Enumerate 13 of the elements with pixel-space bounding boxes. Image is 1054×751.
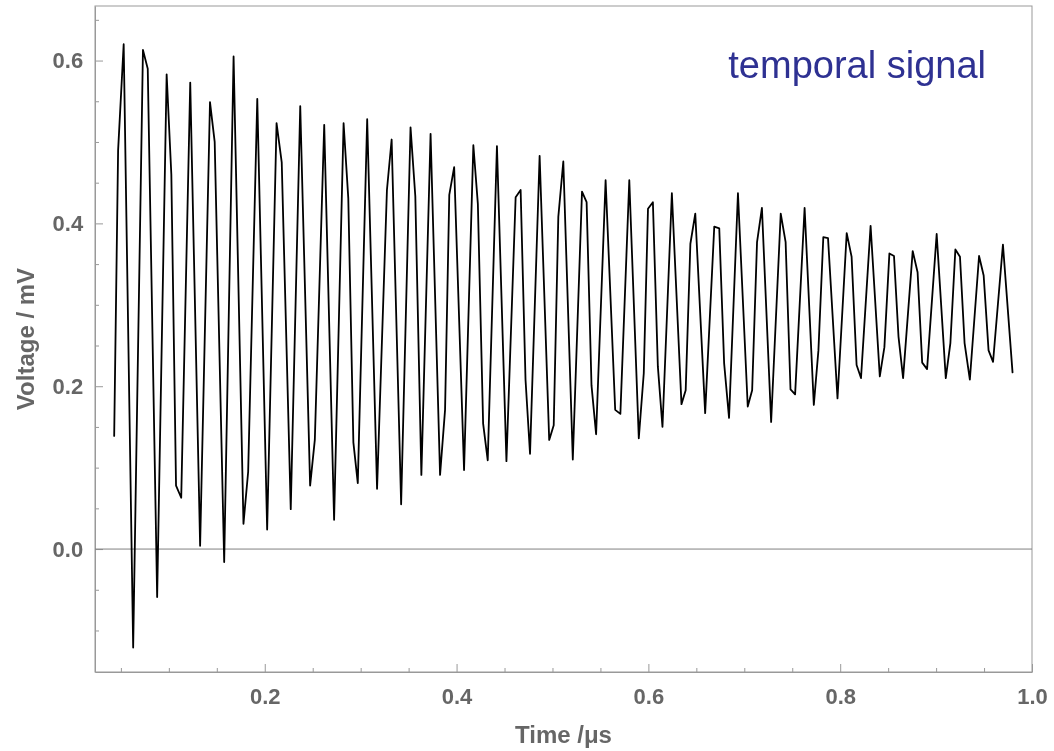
x-tick-label: 0.8 — [825, 683, 856, 709]
y-tick-label: 0.4 — [52, 210, 84, 236]
x-tick-label: 0.4 — [441, 683, 474, 709]
line-series — [113, 43, 1014, 649]
y-tick-label: 0.0 — [52, 536, 84, 562]
x-tick-label: 0.2 — [249, 683, 281, 709]
x-tick-label: 1.0 — [1017, 683, 1048, 709]
annotation: temporal signal — [728, 44, 986, 86]
x-tick-label: 0.6 — [633, 683, 665, 709]
y-axis-title: Voltage / mV — [12, 267, 39, 411]
x-axis-title: Time /μs — [515, 721, 612, 748]
y-tick-label: 0.2 — [52, 373, 84, 399]
y-tick-label: 0.6 — [52, 48, 84, 74]
